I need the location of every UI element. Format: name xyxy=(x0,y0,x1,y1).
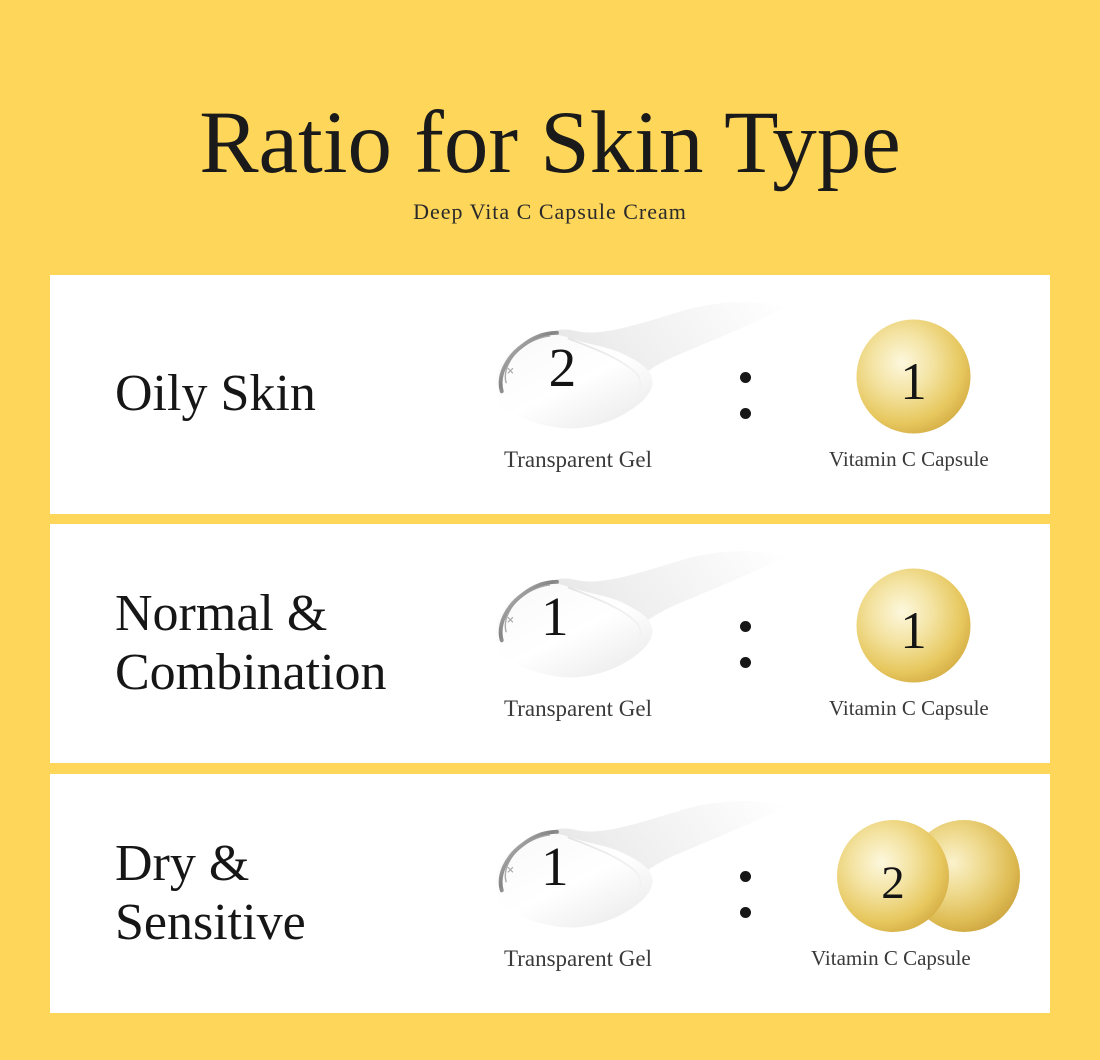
svg-text:2: 2 xyxy=(881,857,905,909)
svg-text:1: 1 xyxy=(541,836,569,897)
svg-text:1: 1 xyxy=(541,586,569,647)
svg-text:2: 2 xyxy=(549,337,577,398)
svg-text:1: 1 xyxy=(900,602,927,660)
svg-text:1: 1 xyxy=(900,353,927,411)
